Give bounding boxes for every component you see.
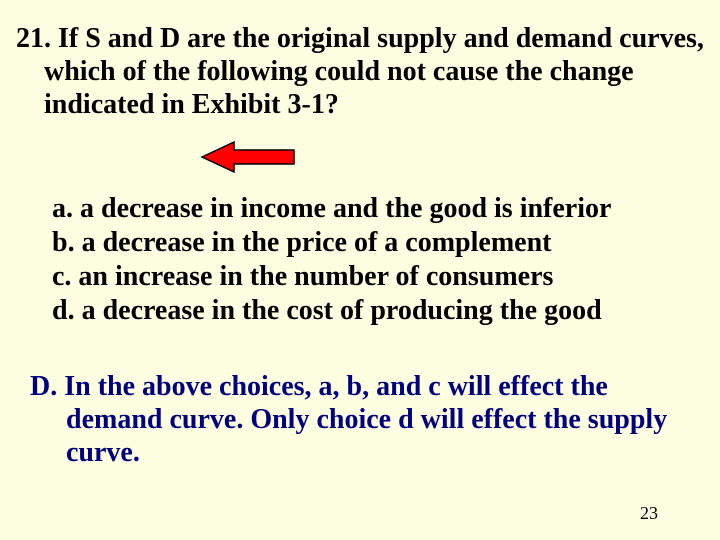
question-text: 21. If S and D are the original supply a… [16, 22, 704, 121]
left-arrow-icon [200, 140, 296, 179]
answer-text: D. In the above choices, a, b, and c wil… [30, 370, 690, 469]
slide: 21. If S and D are the original supply a… [0, 0, 720, 540]
choices-block: a. a decrease in income and the good is … [52, 192, 700, 329]
question-line: 21. If S and D are the original supply a… [16, 22, 704, 121]
choice-c: c. an increase in the number of consumer… [52, 260, 700, 294]
answer-line: D. In the above choices, a, b, and c wil… [30, 370, 690, 469]
choice-a: a. a decrease in income and the good is … [52, 192, 700, 226]
page-number: 23 [640, 503, 658, 524]
arrow-shape [202, 142, 294, 172]
choice-d: d. a decrease in the cost of producing t… [52, 294, 700, 328]
choice-b: b. a decrease in the price of a compleme… [52, 226, 700, 260]
